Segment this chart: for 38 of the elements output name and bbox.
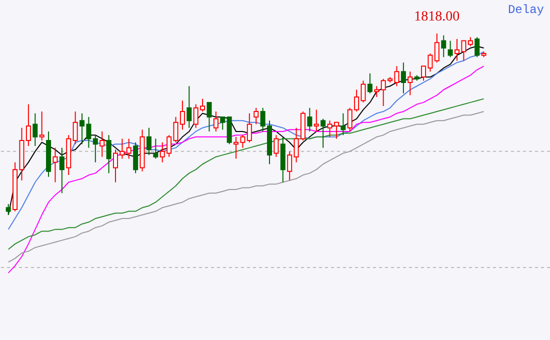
candlestick: [320, 118, 326, 148]
candlestick: [314, 109, 319, 132]
candlestick: [307, 107, 312, 132]
candlestick: [100, 130, 105, 158]
candlestick: [468, 36, 473, 47]
candlestick: [374, 86, 380, 98]
candlestick: [474, 36, 480, 58]
candlestick: [408, 71, 413, 96]
candlestick: [106, 134, 112, 174]
candlestick: [213, 111, 218, 132]
candlestick: [6, 204, 11, 216]
candlestick: [441, 34, 446, 58]
candlestick: [126, 138, 132, 160]
candlestick: [186, 86, 192, 128]
candlestick: [52, 147, 58, 183]
annotation: 1818.00: [414, 10, 460, 25]
candlestick: [434, 33, 440, 64]
candlestick: [448, 40, 453, 58]
candlestick: [59, 147, 64, 194]
candlestick: [153, 138, 158, 160]
candlestick: [133, 142, 138, 174]
candlestick: [32, 112, 38, 146]
candlestick: [146, 127, 152, 156]
candlestick: [367, 72, 372, 94]
candlestick: [39, 111, 44, 142]
candlestick: [220, 116, 226, 130]
candlestick: [254, 107, 259, 125]
candlestick: [340, 112, 346, 136]
candlestick: [287, 150, 292, 181]
candlestick: [360, 80, 366, 103]
text: Delay: [508, 3, 544, 17]
candlestick: [26, 104, 31, 146]
candlestick: [246, 112, 252, 143]
candlestick: [72, 111, 78, 145]
candlestick: [92, 134, 98, 163]
candlestick: [274, 134, 279, 158]
candlestick: [206, 102, 212, 132]
candlestick: [400, 62, 406, 94]
